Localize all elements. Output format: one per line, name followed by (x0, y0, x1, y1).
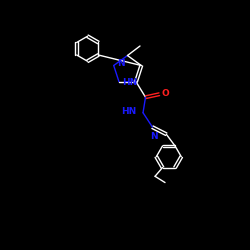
Text: N: N (150, 132, 158, 141)
Text: N: N (117, 59, 124, 68)
Text: HN: HN (122, 78, 138, 88)
Text: O: O (162, 89, 170, 98)
Text: HN: HN (122, 107, 137, 116)
